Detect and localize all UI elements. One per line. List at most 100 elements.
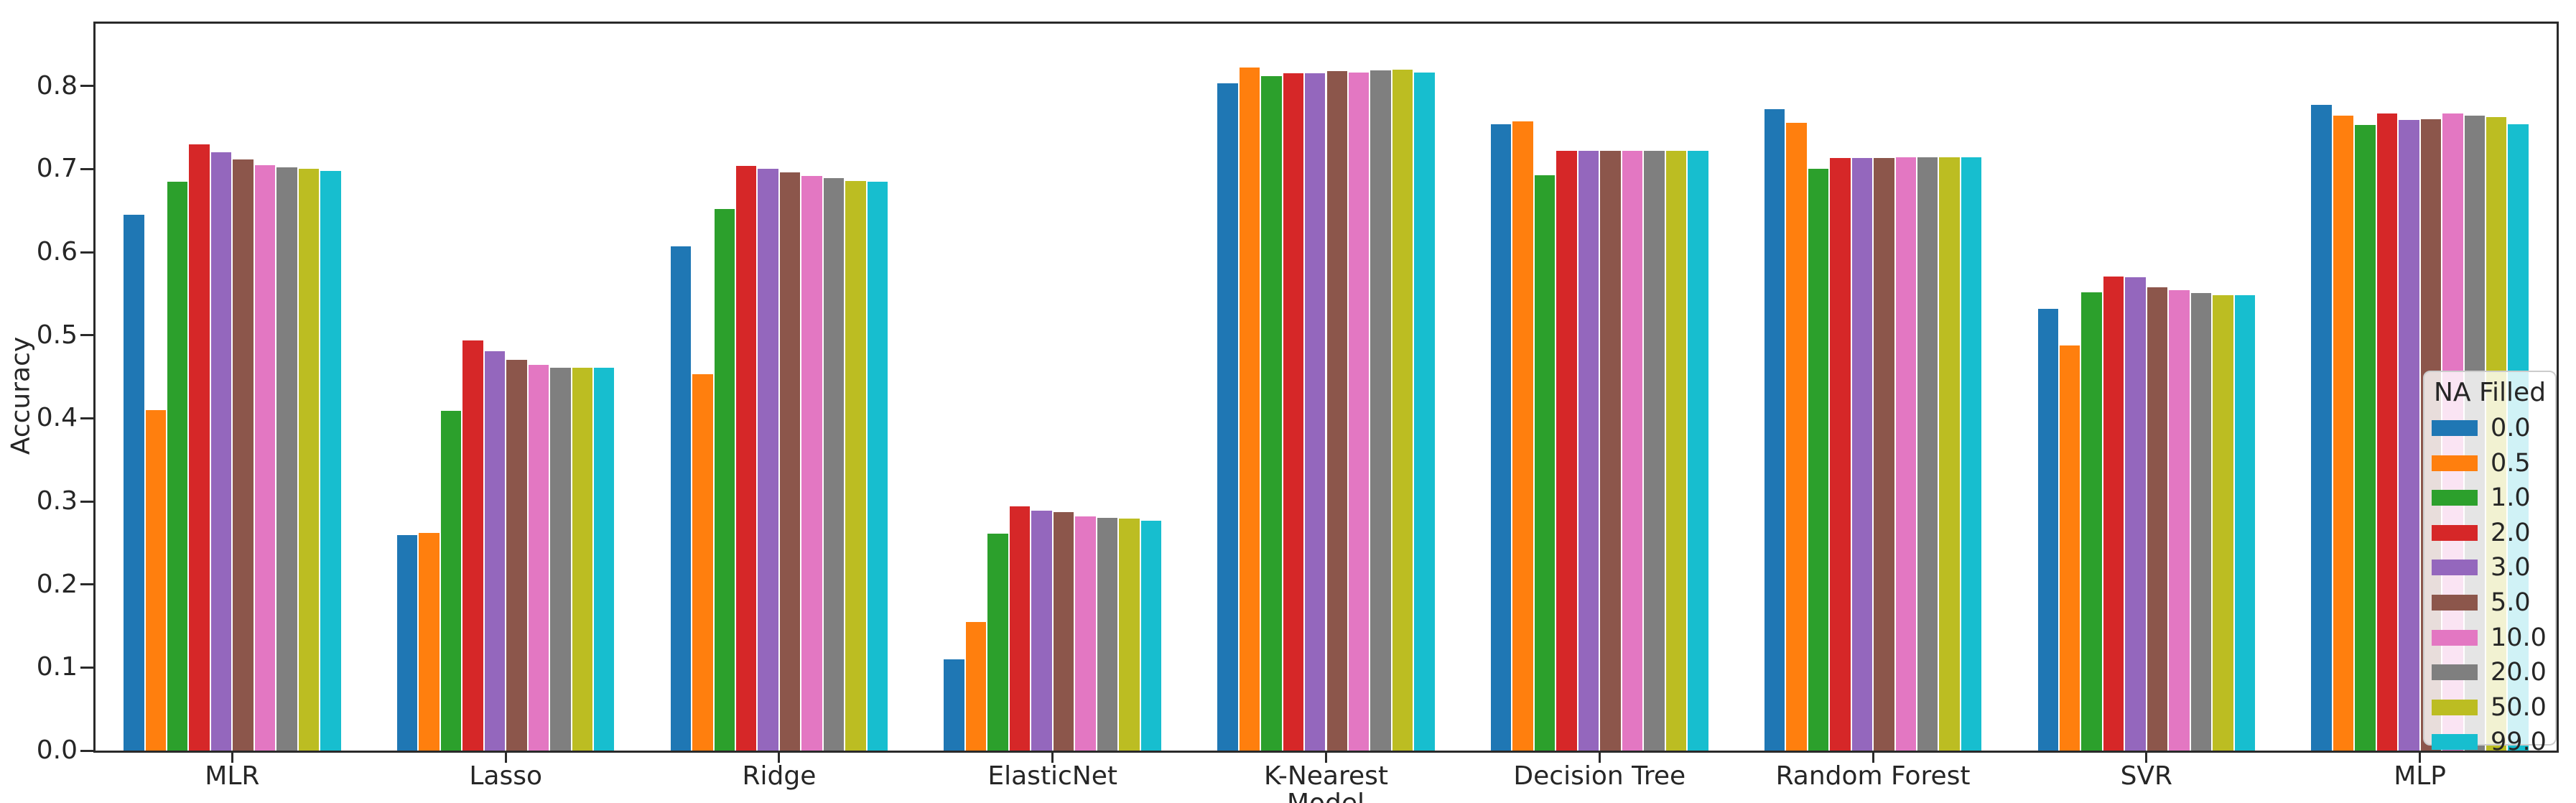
bar xyxy=(124,215,144,751)
legend-label: 50.0 xyxy=(2491,692,2547,722)
bar xyxy=(1895,157,1916,751)
bar xyxy=(1097,518,1118,751)
y-tick-label: 0.8 xyxy=(36,70,78,101)
legend-entry: 1.0 xyxy=(2424,481,2555,515)
bar xyxy=(233,159,254,751)
bar xyxy=(2147,287,2168,751)
x-tick-mark xyxy=(1325,753,1327,763)
x-tick-label: Random Forest xyxy=(1775,761,1971,791)
bar xyxy=(1874,158,1894,751)
bar xyxy=(1305,73,1326,751)
bar xyxy=(594,367,615,751)
bar xyxy=(528,365,549,751)
legend-swatch xyxy=(2432,455,2478,471)
bar xyxy=(276,167,297,751)
x-tick-label: Lasso xyxy=(469,761,542,791)
x-tick-mark xyxy=(1051,753,1054,763)
bar xyxy=(1348,73,1370,751)
bar xyxy=(1239,68,1260,751)
legend-label: 5.0 xyxy=(2491,588,2531,617)
legend-swatch xyxy=(2432,699,2478,715)
y-tick-label: 0.4 xyxy=(36,403,78,433)
legend-swatch xyxy=(2432,524,2478,541)
bar xyxy=(1119,519,1140,751)
legend-entry: 0.0 xyxy=(2424,411,2555,445)
bar xyxy=(2037,308,2058,751)
bar xyxy=(1556,150,1577,751)
bar xyxy=(736,165,757,751)
bar xyxy=(1053,512,1074,751)
bar xyxy=(1622,150,1643,751)
x-axis-label: Model xyxy=(1287,789,1364,803)
y-tick-mark xyxy=(80,417,93,419)
bar xyxy=(189,144,210,751)
legend-swatch xyxy=(2432,629,2478,646)
bar xyxy=(2333,116,2354,751)
legend-swatch xyxy=(2432,560,2478,576)
y-tick-mark xyxy=(80,334,93,337)
bar xyxy=(2234,295,2256,751)
bar xyxy=(714,208,735,751)
y-tick-label: 0.0 xyxy=(36,735,78,765)
bar xyxy=(1665,150,1687,751)
bar xyxy=(210,152,232,751)
legend-label: 0.0 xyxy=(2491,414,2531,442)
bar xyxy=(2103,276,2124,751)
bar xyxy=(1644,150,1665,751)
bar xyxy=(670,246,692,751)
bar xyxy=(298,169,320,751)
bar xyxy=(1830,158,1851,751)
bar xyxy=(1009,506,1031,751)
legend-entry: 2.0 xyxy=(2424,516,2555,550)
legend-entry: 20.0 xyxy=(2424,655,2555,690)
x-tick-mark xyxy=(1598,753,1601,763)
bar xyxy=(692,374,713,751)
bar xyxy=(801,175,822,751)
legend-swatch xyxy=(2432,490,2478,506)
bar xyxy=(1392,69,1413,751)
bar xyxy=(2399,120,2419,751)
bar xyxy=(1534,175,1556,751)
x-tick-mark xyxy=(504,753,507,763)
legend-swatch xyxy=(2432,664,2478,681)
bar xyxy=(1326,70,1347,751)
x-tick-label: K-Nearest xyxy=(1264,761,1388,791)
bar xyxy=(1283,73,1304,751)
x-tick-mark xyxy=(2419,753,2422,763)
bar xyxy=(2311,105,2332,751)
legend-entry: 10.0 xyxy=(2424,621,2555,655)
bar xyxy=(2376,113,2398,751)
bar xyxy=(845,180,866,751)
bar xyxy=(2213,295,2233,751)
legend-swatch xyxy=(2432,420,2478,436)
x-tick-mark xyxy=(1871,753,1874,763)
bar xyxy=(1370,70,1391,751)
bar xyxy=(758,169,778,751)
bar xyxy=(1261,75,1282,751)
x-tick-mark xyxy=(2145,753,2148,763)
bar xyxy=(1512,121,1533,751)
legend-entry: 3.0 xyxy=(2424,550,2555,585)
x-tick-mark xyxy=(778,753,781,763)
bar xyxy=(1808,169,1829,751)
bar xyxy=(1600,150,1621,751)
bar xyxy=(1578,150,1599,751)
bar xyxy=(506,360,527,751)
bar xyxy=(965,621,987,751)
bar xyxy=(1031,510,1052,751)
bar xyxy=(145,409,166,751)
legend-label: 10.0 xyxy=(2491,623,2547,652)
x-tick-label: MLR xyxy=(205,761,260,791)
legend-label: 99.0 xyxy=(2491,728,2547,757)
bar xyxy=(167,181,188,751)
legend: NA Filled 0.0 0.5 1.0 2.0 3.0 5.0 10.0 20.0 50.0… xyxy=(2423,371,2557,756)
y-tick-mark xyxy=(80,500,93,503)
x-tick-label: Ridge xyxy=(742,761,817,791)
bar xyxy=(1917,157,1938,751)
y-tick-label: 0.6 xyxy=(36,237,78,267)
bar xyxy=(2169,290,2190,751)
y-tick-mark xyxy=(80,85,93,88)
legend-swatch xyxy=(2432,595,2478,611)
bar xyxy=(779,172,801,751)
legend-entry: 50.0 xyxy=(2424,690,2555,725)
